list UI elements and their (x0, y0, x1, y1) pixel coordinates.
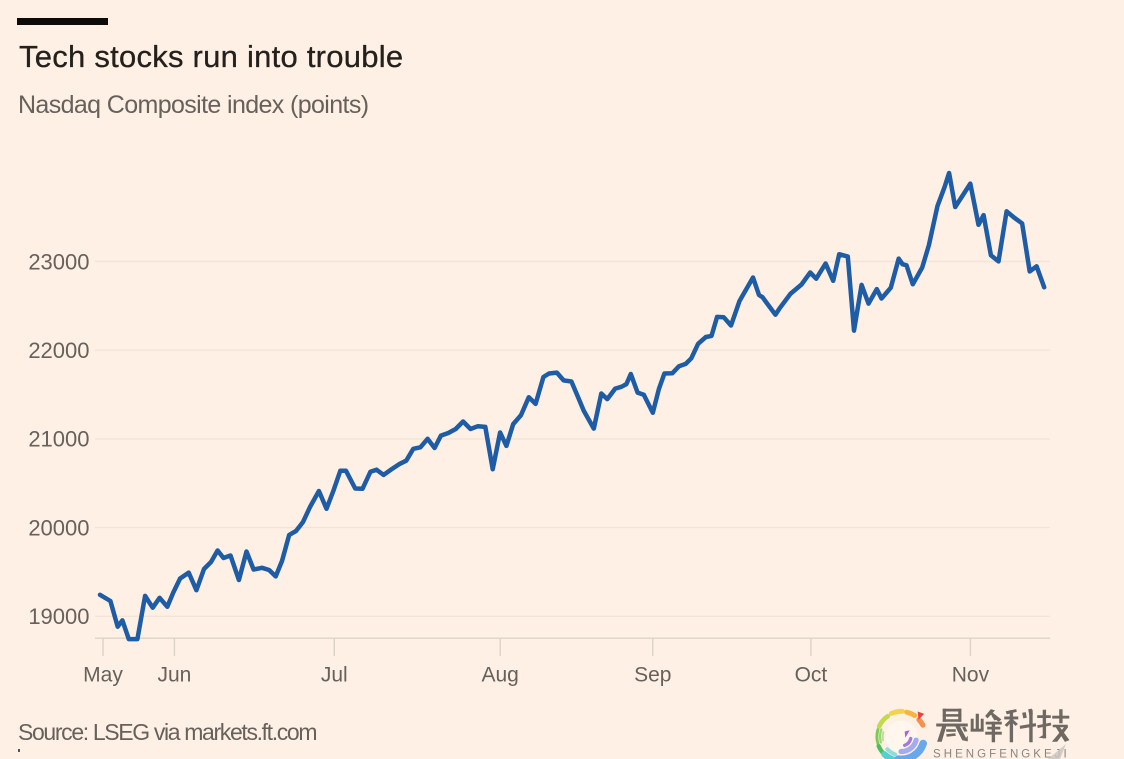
svg-text:Oct: Oct (795, 664, 828, 687)
svg-text:20000: 20000 (28, 515, 89, 540)
svg-text:Jun: Jun (157, 664, 191, 687)
svg-text:SHENGFENGKEJI: SHENGFENGKEJI (933, 749, 1070, 759)
svg-text:Nov: Nov (952, 664, 990, 687)
svg-text:23000: 23000 (28, 249, 89, 274)
svg-text:19000: 19000 (28, 604, 89, 629)
svg-text:May: May (83, 664, 123, 687)
svg-text:Sep: Sep (634, 664, 671, 687)
svg-text:22000: 22000 (28, 338, 89, 363)
svg-text:Aug: Aug (482, 664, 519, 687)
svg-text:21000: 21000 (28, 427, 89, 452)
svg-text:Jul: Jul (321, 664, 348, 687)
